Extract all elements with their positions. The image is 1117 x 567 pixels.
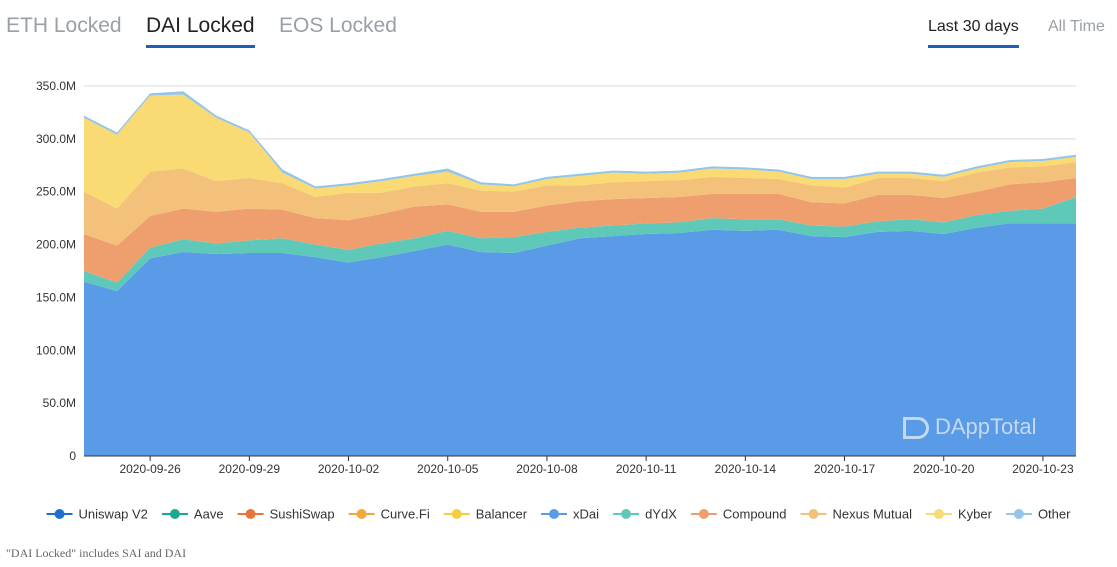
legend-marker-icon	[169, 509, 180, 519]
footnote: "DAI Locked" includes SAI and DAI	[6, 546, 187, 560]
series-area-xdai	[84, 223, 1076, 456]
legend-marker-icon	[451, 509, 462, 519]
y-tick-label: 250.0M	[36, 185, 76, 199]
x-tick-label: 2020-09-26	[119, 462, 181, 476]
legend-label: Uniswap V2	[79, 507, 148, 522]
legend-label: Aave	[194, 507, 224, 522]
x-tick-label: 2020-09-29	[219, 462, 281, 476]
watermark-text: DAppTotal	[935, 414, 1037, 439]
axes: 0 50.0M 100.0M 150.0M 200.0M 250.0M 300.0M 350.…	[36, 79, 1076, 476]
series-area-nexus-mutual	[84, 162, 1076, 246]
legend-item-uniswap-v2[interactable]: Uniswap V2	[46, 507, 148, 522]
legend-marker-icon	[245, 509, 256, 519]
legend-item-nexus-mutual[interactable]: Nexus Mutual	[800, 507, 912, 522]
legend-label: Balancer	[476, 507, 528, 522]
y-tick-label: 150.0M	[36, 290, 76, 304]
legend-marker-icon	[808, 509, 819, 519]
chart-legend[interactable]: Uniswap V2 Aave SushiSwap Curve.Fi Balancer x…	[46, 507, 1072, 522]
y-tick-label: 50.0M	[43, 396, 76, 410]
stacked-areas	[84, 91, 1076, 456]
x-tick-label: 2020-10-05	[417, 462, 479, 476]
legend-item-other[interactable]: Other	[1005, 507, 1071, 522]
legend-marker-icon	[933, 509, 944, 519]
legend-label: dYdX	[645, 507, 677, 522]
y-tick-label: 100.0M	[36, 343, 76, 357]
x-tick-label: 2020-10-02	[318, 462, 380, 476]
series-area-dydx	[84, 197, 1076, 292]
series-area-kyber	[84, 94, 1076, 209]
legend-marker-icon	[54, 509, 65, 519]
dapptotal-logo-icon	[903, 417, 929, 439]
legend-label: Nexus Mutual	[832, 507, 912, 522]
x-tick-label: 2020-10-08	[516, 462, 578, 476]
series-area-compound	[84, 177, 1076, 283]
range-all-time[interactable]: All Time	[1048, 18, 1105, 35]
legend-marker-icon	[698, 509, 709, 519]
legend-item-kyber[interactable]: Kyber	[925, 507, 993, 522]
legend-marker-icon	[549, 509, 560, 519]
dapptotal-watermark: DAppTotal	[903, 414, 1037, 440]
legend-item-curve-fi[interactable]: Curve.Fi	[348, 507, 430, 522]
legend-item-sushiswap[interactable]: SushiSwap	[237, 507, 335, 522]
x-tick-label: 2020-10-17	[814, 462, 876, 476]
legend-label: SushiSwap	[270, 507, 335, 522]
y-tick-label: 0	[69, 449, 76, 463]
y-tick-label: 350.0M	[36, 79, 76, 93]
legend-label: Kyber	[958, 507, 993, 522]
legend-item-aave[interactable]: Aave	[161, 507, 224, 522]
tab-eth-locked[interactable]: ETH Locked	[6, 14, 122, 37]
legend-label: Curve.Fi	[381, 507, 430, 522]
legend-label: Compound	[723, 507, 787, 522]
y-tick-label: 300.0M	[36, 132, 76, 146]
legend-item-dydx[interactable]: dYdX	[613, 507, 677, 522]
x-tick-label: 2020-10-11	[616, 462, 677, 476]
legend-marker-icon	[621, 509, 632, 519]
legend-item-xdai[interactable]: xDai	[541, 507, 599, 522]
legend-item-compound[interactable]: Compound	[690, 507, 787, 522]
tab-eos-locked[interactable]: EOS Locked	[279, 14, 397, 37]
legend-item-balancer[interactable]: Balancer	[443, 507, 528, 522]
legend-label: Other	[1038, 507, 1071, 522]
x-tick-label: 2020-10-23	[1012, 462, 1074, 476]
tab-dai-locked[interactable]: DAI Locked	[146, 14, 255, 48]
legend-marker-icon	[356, 509, 367, 519]
range-last-30-days[interactable]: Last 30 days	[928, 18, 1019, 48]
x-tick-label: 2020-10-20	[913, 462, 975, 476]
legend-label: xDai	[573, 507, 599, 522]
legend-marker-icon	[1013, 509, 1024, 519]
y-tick-label: 200.0M	[36, 238, 76, 252]
x-tick-label: 2020-10-14	[715, 462, 777, 476]
